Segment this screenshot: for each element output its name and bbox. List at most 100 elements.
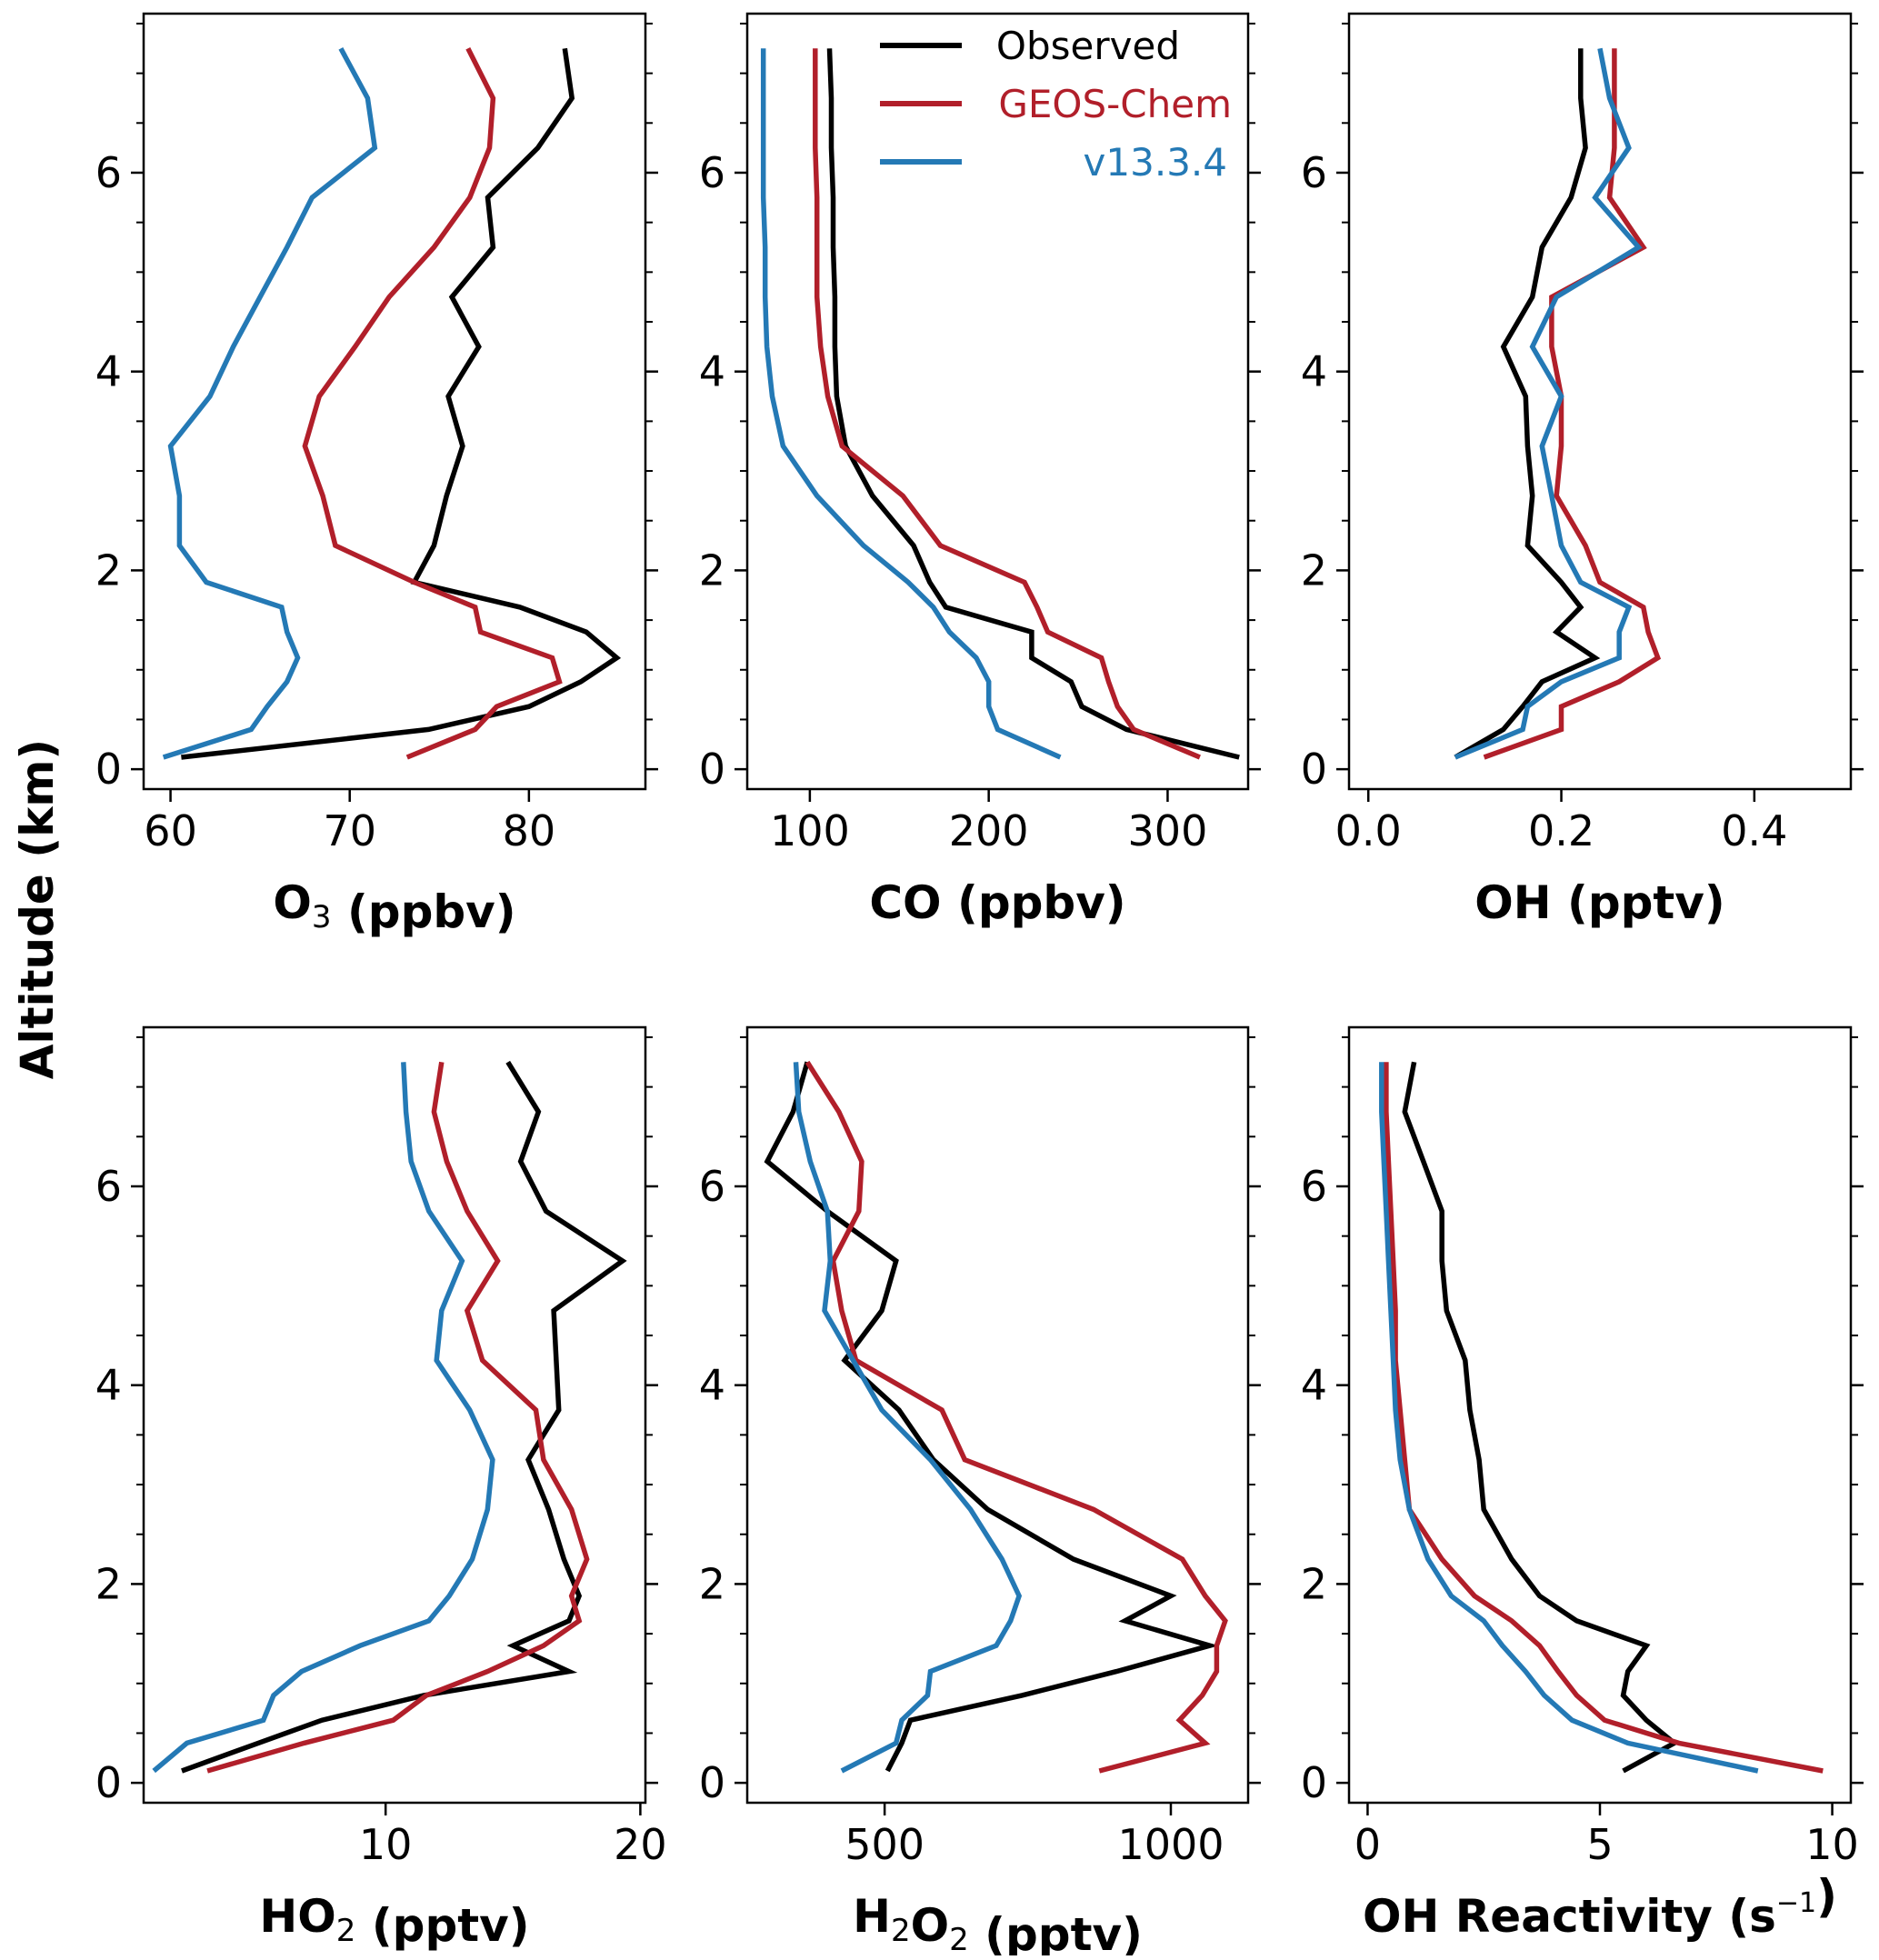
series-line-geos_chem <box>813 48 1201 760</box>
legend-label: v13.3.4 <box>1084 140 1227 185</box>
x-axis-title: OH (pptv) <box>1474 876 1725 929</box>
series-line-geos_chem <box>1384 1062 1824 1774</box>
x-tick-label: 5 <box>1586 1820 1613 1869</box>
panel-1: 0 2 4 6 60 70 80 O3 (ppbv) <box>95 12 658 938</box>
x-axis-title-part: CO (ppbv) <box>869 876 1125 929</box>
y-tick-label: 6 <box>1301 1162 1327 1211</box>
axes-frame <box>1347 12 1853 791</box>
x-axis-title-part: OH (pptv) <box>1474 876 1725 929</box>
x-tick-label: 500 <box>845 1820 925 1869</box>
x-axis-title: O3 (ppbv) <box>273 876 515 938</box>
x-axis-title-part: 3 <box>312 899 332 935</box>
y-tick-label: 2 <box>699 545 725 595</box>
x-axis-title-part: 2 <box>336 1913 356 1949</box>
y-tick-label: 6 <box>95 148 122 197</box>
series-line-geos_chem <box>1483 48 1662 760</box>
x-tick-label: 0.2 <box>1528 806 1594 855</box>
series-line-geos_chem <box>805 1060 1228 1774</box>
series-line-observed <box>181 1060 627 1774</box>
y-tick-label: 6 <box>1301 148 1327 197</box>
y-tick-label: 4 <box>699 347 725 396</box>
x-tick-label: 0 <box>1354 1820 1381 1869</box>
y-tick-label: 6 <box>95 1162 122 1211</box>
x-axis-title-part: (pptv) <box>969 1908 1143 1955</box>
x-tick-label: 100 <box>770 806 850 855</box>
series-line-v13 <box>1454 47 1643 760</box>
legend: Observed GEOS-Chem v13.3.4 <box>880 24 1232 185</box>
x-axis-title: H2O2 (pptv) <box>853 1890 1143 1955</box>
series-line-v13 <box>793 1062 1023 1774</box>
x-axis-title-part: (pptv) <box>355 1899 529 1952</box>
series-line-v13 <box>152 1062 495 1774</box>
x-tick-label: 10 <box>1805 1820 1859 1869</box>
x-axis-title-part: (ppbv) <box>332 885 516 938</box>
series-line-observed <box>181 47 622 760</box>
y-tick-label: 6 <box>699 1162 725 1211</box>
legend-label: Observed <box>996 24 1180 68</box>
y-tick-label: 2 <box>1301 1559 1327 1608</box>
x-axis-title-part: HO <box>259 1890 335 1943</box>
axes-frame <box>745 1025 1250 1805</box>
axes-frame <box>142 1025 647 1805</box>
y-tick-label: 4 <box>95 1361 122 1410</box>
y-tick-label: 0 <box>699 745 725 794</box>
series-line-observed <box>764 1061 1219 1773</box>
y-tick-label: 4 <box>699 1361 725 1410</box>
x-axis-title: CO (ppbv) <box>869 876 1125 929</box>
y-tick-label: 0 <box>1301 745 1327 794</box>
series-line-v13 <box>162 46 378 760</box>
x-tick-label: 300 <box>1128 806 1208 855</box>
y-tick-label: 0 <box>95 1758 122 1807</box>
axes-frame <box>1347 1025 1853 1805</box>
y-tick-label: 0 <box>1301 1758 1327 1807</box>
x-axis-title: OH Reactivity (s−1) <box>1363 1870 1837 1943</box>
x-tick-label: 10 <box>359 1820 413 1869</box>
y-tick-label: 4 <box>1301 1361 1327 1410</box>
panel-3: 0 2 4 6 0.0 0.2 0.4 OH (pptv) <box>1301 12 1864 929</box>
x-axis-title-part: O <box>911 1899 950 1952</box>
x-tick-label: 20 <box>614 1820 667 1869</box>
y-tick-label: 2 <box>95 1559 122 1608</box>
x-axis-title-part: ) <box>1816 1870 1837 1923</box>
series-line-observed <box>1402 1061 1679 1774</box>
y-tick-label: 4 <box>1301 347 1327 396</box>
series-line-geos_chem <box>206 1061 590 1774</box>
x-tick-label: 0.0 <box>1335 806 1402 855</box>
y-tick-label: 4 <box>95 347 122 396</box>
x-tick-label: 70 <box>323 806 376 855</box>
y-tick-label: 2 <box>1301 545 1327 595</box>
x-axis-title-part: OH Reactivity (s <box>1363 1890 1776 1943</box>
y-axis-label: Altitude (km) <box>11 739 64 1080</box>
series-line-observed <box>1454 48 1601 760</box>
series-line-observed <box>826 48 1240 760</box>
series-line-v13 <box>1379 1062 1759 1774</box>
x-axis-title-part: O <box>273 876 312 929</box>
x-tick-label: 1000 <box>1117 1820 1224 1869</box>
x-axis-title-part: 2 <box>949 1922 969 1955</box>
x-axis-title-part: H <box>853 1890 891 1943</box>
x-tick-label: 60 <box>144 806 197 855</box>
y-tick-label: 2 <box>95 545 122 595</box>
y-tick-label: 2 <box>699 1559 725 1608</box>
series-line-geos_chem <box>302 47 563 760</box>
x-axis-title-part: −1 <box>1776 1887 1816 1919</box>
y-tick-label: 0 <box>95 745 122 794</box>
y-tick-label: 0 <box>699 1758 725 1807</box>
x-axis-title: HO2 (pptv) <box>259 1890 529 1952</box>
x-tick-label: 0.4 <box>1721 806 1787 855</box>
x-axis-title-part: 2 <box>891 1913 911 1949</box>
legend-label: GEOS-Chem <box>998 82 1232 126</box>
x-tick-label: 80 <box>503 806 556 855</box>
x-tick-label: 200 <box>949 806 1029 855</box>
axes-frame <box>745 12 1250 791</box>
series-line-v13 <box>760 48 1062 760</box>
axes-frame <box>142 12 647 791</box>
y-tick-label: 6 <box>699 148 725 197</box>
